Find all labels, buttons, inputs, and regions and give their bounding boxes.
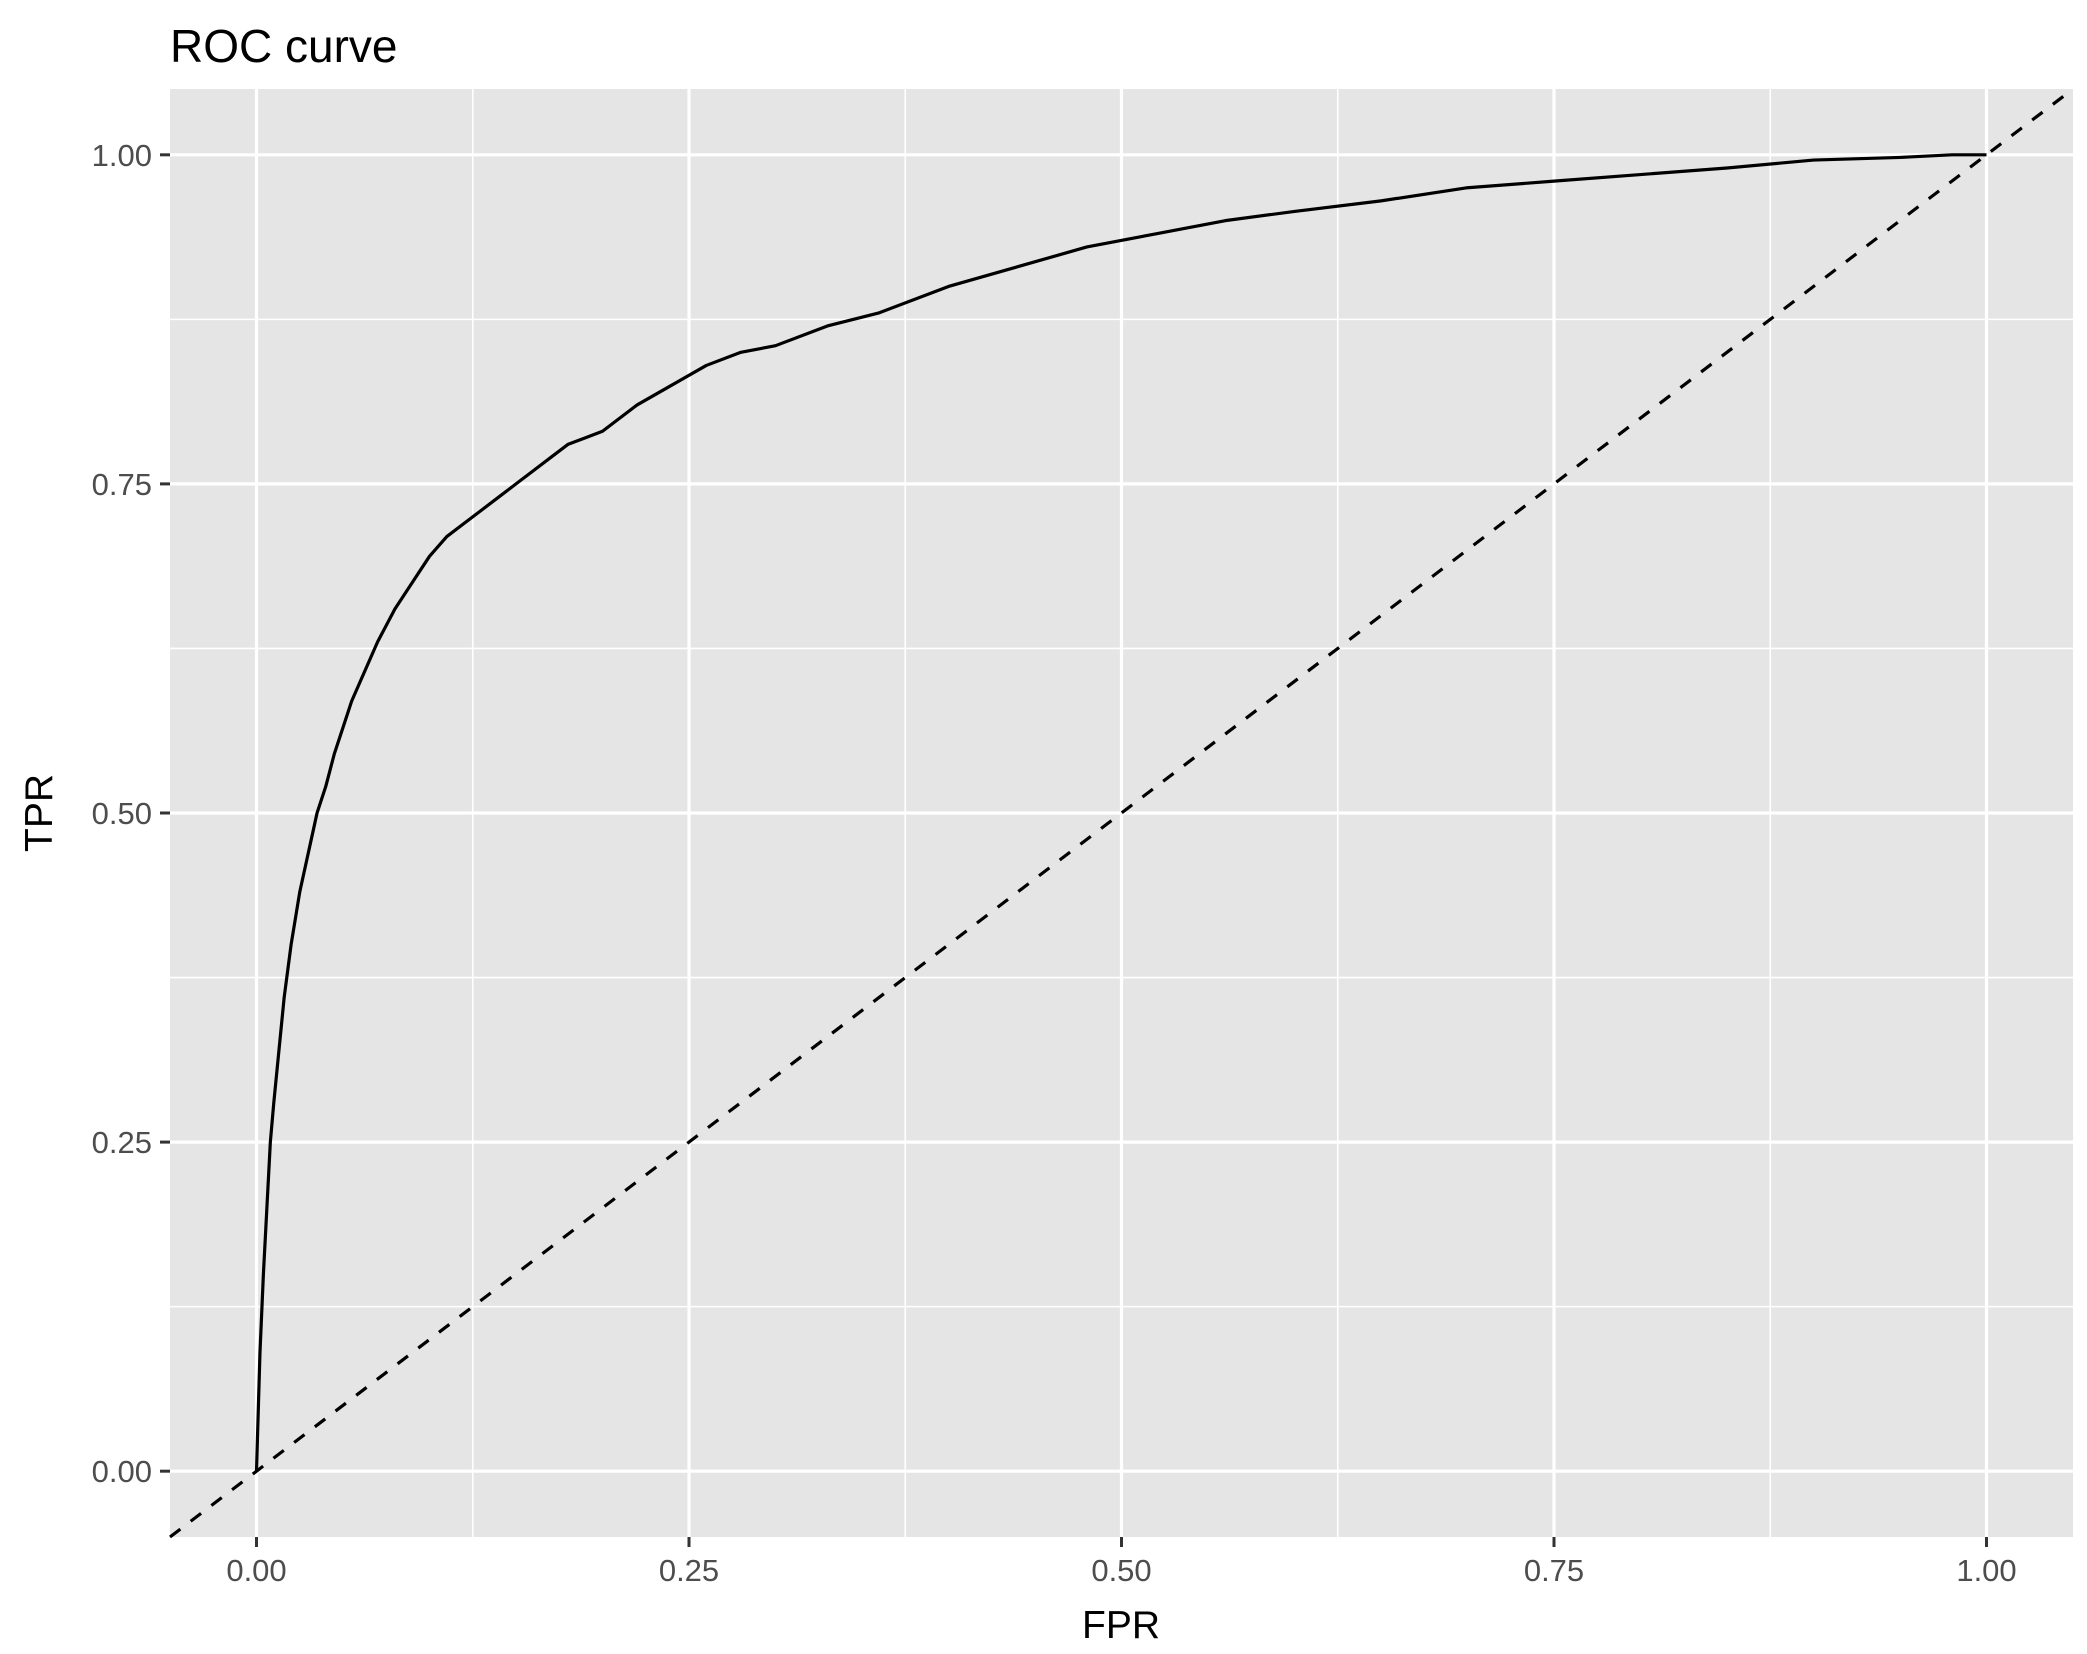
x-axis-ticks: 0.00 0.25 0.50 0.75 1.00 — [226, 1537, 2017, 1588]
x-tick-label: 0.50 — [1091, 1553, 1151, 1588]
x-tick-label: 1.00 — [1956, 1553, 2016, 1588]
x-tick-label: 0.25 — [659, 1553, 719, 1588]
y-tick-label: 0.75 — [92, 467, 152, 502]
x-tick-label: 0.75 — [1524, 1553, 1584, 1588]
y-axis-title: TPR — [18, 774, 61, 852]
reference-diagonal-line — [169, 87, 2074, 1539]
y-tick-label: 0.00 — [92, 1454, 152, 1489]
y-axis-ticks: 0.00 0.25 0.50 0.75 1.00 — [92, 138, 170, 1489]
y-tick-label: 0.25 — [92, 1125, 152, 1160]
x-axis-title: FPR — [1082, 1604, 1160, 1647]
y-tick-label: 0.50 — [92, 796, 152, 831]
major-gridlines-y — [170, 153, 2073, 1473]
y-tick-label: 1.00 — [92, 138, 152, 173]
x-tick-label: 0.00 — [226, 1553, 286, 1588]
chart-title: ROC curve — [170, 20, 397, 72]
roc-curve-line — [254, 153, 1987, 1472]
